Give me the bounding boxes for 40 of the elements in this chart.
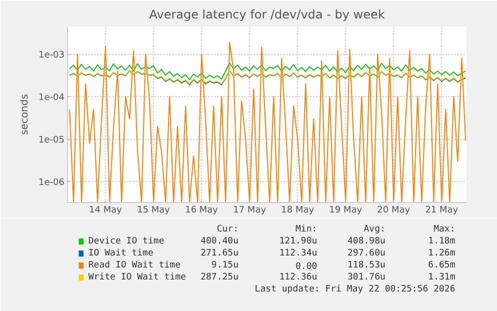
- legend-label: IO Wait time: [88, 248, 154, 258]
- text: 287.25u: [200, 272, 239, 282]
- text: Max:: [434, 224, 456, 234]
- x-tick-label: 20 May: [377, 206, 411, 216]
- chart-title: Average latency for /dev/vda - by week: [149, 8, 385, 22]
- text: 0.00: [296, 262, 318, 272]
- legend-label: Read IO Wait time: [88, 260, 180, 270]
- x-tick-label: 21 May: [425, 206, 459, 216]
- text: 9.15u: [211, 260, 238, 270]
- text: 112.34u: [279, 248, 318, 258]
- text: 1.26m: [428, 248, 456, 258]
- y-tick-label: 1e-03: [38, 50, 65, 61]
- text: 408.98u: [347, 236, 386, 246]
- text: 1.31m: [428, 272, 456, 282]
- text: 297.60u: [347, 248, 386, 258]
- text: 301.76u: [347, 272, 386, 282]
- x-tick-label: 16 May: [185, 206, 219, 216]
- text: 121.90u: [279, 236, 318, 246]
- line-series: [69, 62, 466, 80]
- x-tick-label: 19 May: [329, 206, 363, 216]
- x-tick-label: 18 May: [281, 206, 315, 216]
- x-tick-label: 17 May: [233, 206, 267, 216]
- text: Min:: [296, 224, 318, 234]
- x-tick-label: 14 May: [89, 206, 123, 216]
- text: 271.65u: [200, 248, 239, 258]
- y-axis-title: seconds: [20, 94, 31, 135]
- text: 1.18m: [428, 236, 456, 246]
- legend-label: Write IO Wait time: [88, 272, 186, 282]
- y-tick-label: 1e-04: [38, 93, 65, 104]
- x-tick-label: 15 May: [137, 206, 171, 216]
- y-tick-label: 1e-05: [38, 136, 65, 146]
- y-tick-label: 1e-06: [38, 178, 65, 188]
- text: 118.53u: [347, 260, 386, 270]
- text: Cur:: [216, 224, 239, 234]
- text: 112.36u: [279, 272, 318, 282]
- text: Avg:: [364, 224, 386, 234]
- text: 6.65m: [428, 260, 456, 270]
- text: Last update: Fri May 22 00:25:56 2026: [254, 284, 456, 294]
- legend-label: Device IO time: [88, 236, 164, 246]
- text: 400.40u: [200, 236, 239, 246]
